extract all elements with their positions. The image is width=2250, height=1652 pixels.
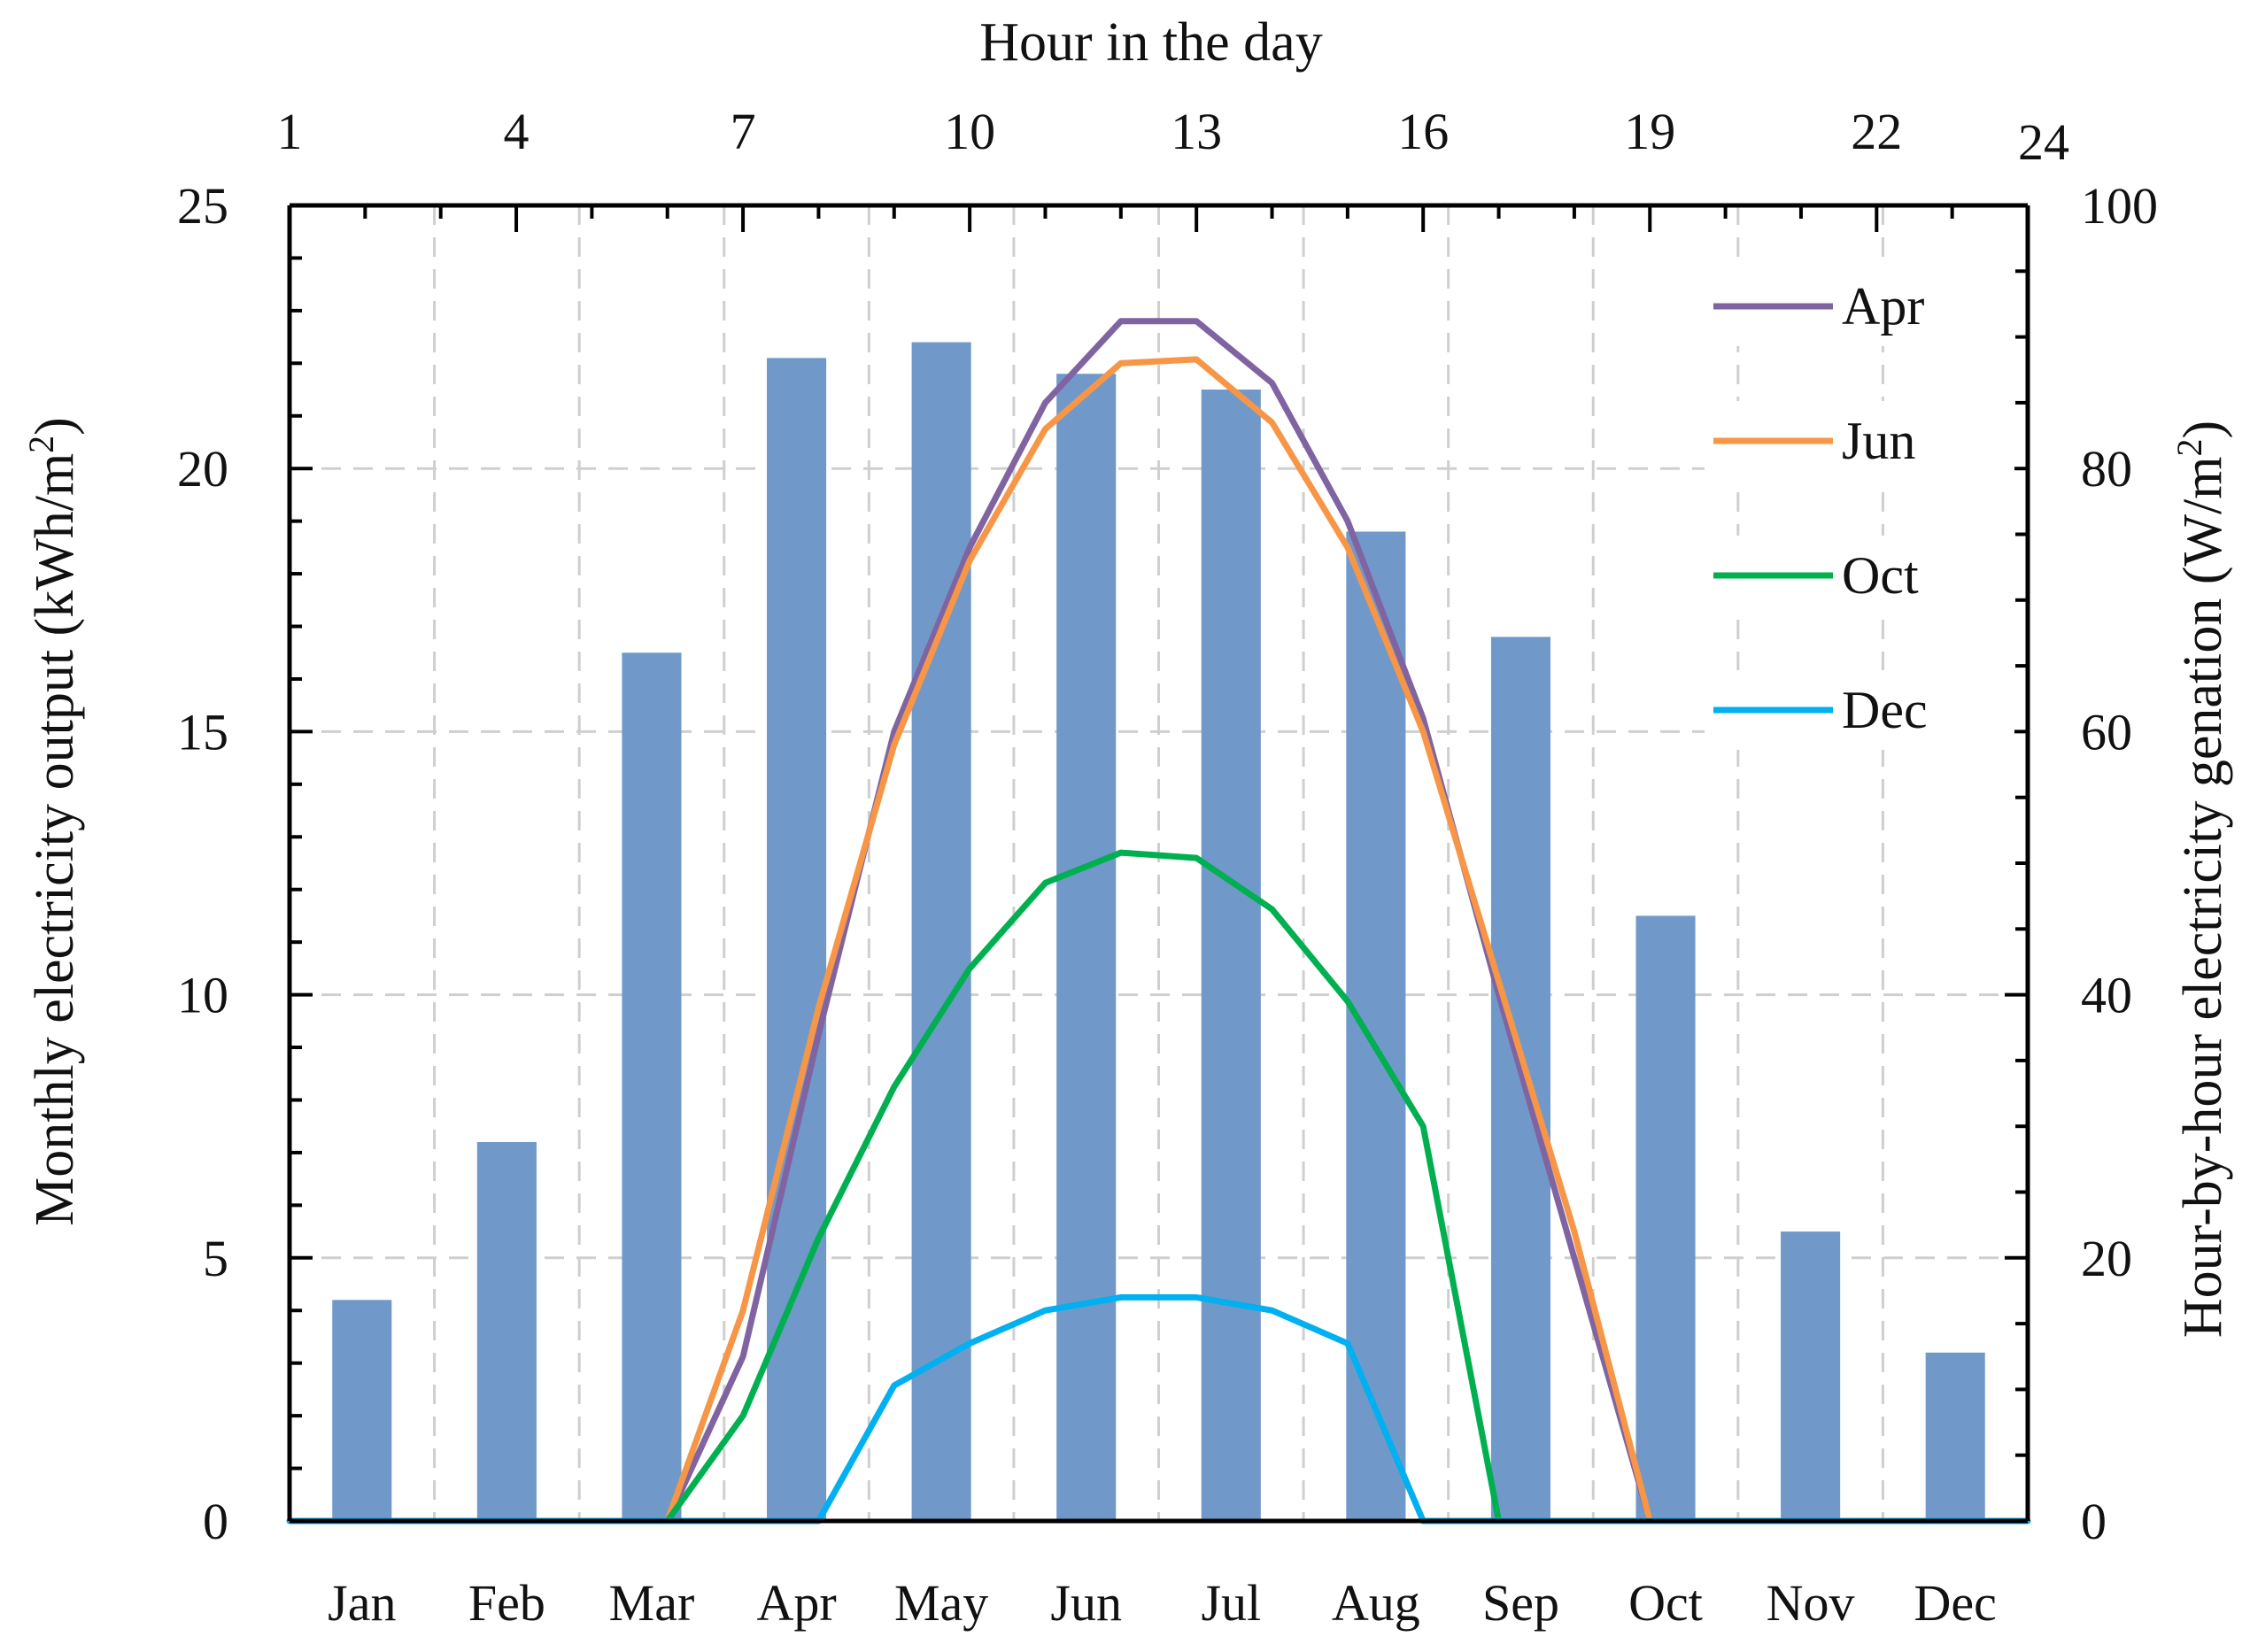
y-left-tick-label: 15 <box>177 703 228 760</box>
x-tick-label: Mar <box>609 1574 695 1632</box>
bars <box>332 342 1985 1522</box>
bar-jul <box>1201 390 1261 1521</box>
legend-label-jun: Jun <box>1842 412 1915 470</box>
y-left-tick-label: 10 <box>177 967 228 1024</box>
x-tick-label: Dec <box>1914 1574 1997 1632</box>
bar-nov <box>1781 1231 1841 1521</box>
right-axis-title-end: ) <box>2173 421 2233 439</box>
top-tick-label: 24 <box>2018 113 2069 171</box>
bar-may <box>911 342 971 1522</box>
y-left-tick-label: 5 <box>203 1230 228 1287</box>
right-axis-title: Hour-by-hour electricity genation (W/m2) <box>2169 421 2233 1338</box>
y-right-tick-label: 100 <box>2081 177 2158 235</box>
legend-label-oct: Oct <box>1842 546 1919 605</box>
bar-mar <box>622 652 682 1521</box>
top-tick-label: 7 <box>731 103 756 160</box>
x-tick-label: Apr <box>756 1574 836 1632</box>
x-tick-label: May <box>894 1574 988 1632</box>
x-tick-label: Jan <box>328 1574 396 1632</box>
line-series <box>286 318 2031 1525</box>
x-tick-label: Jul <box>1201 1574 1261 1632</box>
top-tick-label: 10 <box>944 103 995 160</box>
x-tick-label: Oct <box>1628 1574 1703 1632</box>
top-tick-label: 22 <box>1851 103 1902 160</box>
right-axis-title-sup: 2 <box>2169 439 2209 457</box>
y-right-tick-label: 80 <box>2081 440 2132 498</box>
right-axis-title-text: Hour-by-hour electricity genation (W/m <box>2173 457 2233 1339</box>
legend-label-apr: Apr <box>1842 277 1924 336</box>
left-axis-title: Monthly electricity output (kWh/m2) <box>21 417 85 1226</box>
bar-jun <box>1056 374 1117 1521</box>
top-tick-label: 13 <box>1171 103 1222 160</box>
left-tick-labels: 0 5 10 15 20 25 <box>177 177 228 1550</box>
y-right-tick-label: 40 <box>2081 967 2132 1024</box>
bar-feb <box>476 1142 537 1521</box>
bar-jan <box>332 1300 392 1521</box>
x-tick-label: Sep <box>1482 1574 1559 1632</box>
grid-lines <box>290 205 2028 1521</box>
top-tick-label: 4 <box>504 103 530 160</box>
top-tick-label: 19 <box>1624 103 1675 160</box>
top-tick-label: 1 <box>277 103 303 160</box>
line-dec <box>286 1293 2031 1525</box>
bar-aug <box>1346 531 1406 1521</box>
y-left-tick-label: 20 <box>177 440 228 498</box>
x-tick-label: Feb <box>468 1574 545 1632</box>
plot-frame <box>287 203 2030 1524</box>
x-tick-label: Nov <box>1767 1574 1855 1632</box>
line-oct <box>664 849 1503 1525</box>
y-left-tick-label: 0 <box>203 1493 228 1550</box>
top-tick-labels: 1 4 7 10 13 16 19 22 24 <box>277 103 2070 171</box>
line-jun <box>664 356 1653 1525</box>
left-axis-title-sup: 2 <box>21 436 61 453</box>
x-tick-label: Aug <box>1332 1574 1420 1632</box>
top-axis-title: Hour in the day <box>979 12 1322 73</box>
y-right-tick-label: 60 <box>2081 703 2132 760</box>
y-right-tick-label: 0 <box>2081 1493 2107 1550</box>
bar-dec <box>1925 1352 1985 1521</box>
legend: Apr Jun Oct Dec <box>1705 266 2014 750</box>
legend-label-dec: Dec <box>1842 681 1928 739</box>
left-axis-title-end: ) <box>25 417 85 436</box>
y-left-tick-label: 25 <box>177 177 228 235</box>
y-right-tick-label: 20 <box>2081 1230 2132 1287</box>
bar-apr <box>767 358 827 1522</box>
top-tick-label: 16 <box>1397 103 1449 160</box>
bar-oct <box>1635 915 1696 1521</box>
x-tick-label: Jun <box>1050 1574 1122 1632</box>
right-tick-labels: 0 20 40 60 80 100 <box>2081 177 2158 1550</box>
left-axis-title-text: Monthly electricity output (kWh/m <box>25 453 85 1226</box>
bottom-tick-labels: Jan Feb Mar Apr May Jun Jul Aug Sep Oct Nov Dec <box>328 1574 1997 1632</box>
